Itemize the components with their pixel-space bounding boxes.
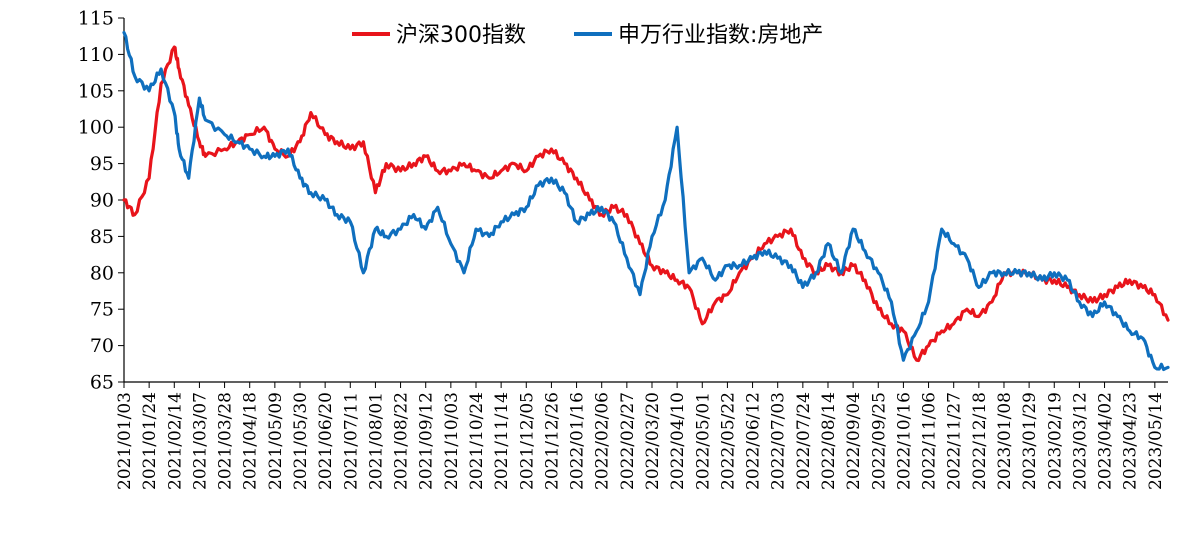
x-tick-label: 2021/07/11 (341, 392, 361, 490)
x-tick-label: 2022/02/06 (593, 392, 613, 490)
series-group (122, 31, 1170, 372)
x-tick-label: 2023/01/29 (1020, 392, 1040, 490)
x-tick-label: 2021/01/24 (140, 392, 160, 490)
x-tick-label: 2023/02/19 (1045, 392, 1065, 490)
x-tick-label: 2021/05/09 (266, 392, 286, 490)
y-tick-label: 105 (78, 80, 114, 102)
y-tick-label: 90 (90, 190, 114, 212)
x-tick-label: 2021/01/03 (115, 392, 135, 490)
x-tick-label: 2021/05/30 (291, 392, 311, 490)
chart-axes (123, 18, 1168, 383)
y-tick-label: 85 (90, 226, 114, 248)
x-tick-label: 2022/07/24 (794, 392, 814, 490)
x-tick-label: 2022/04/10 (668, 392, 688, 490)
x-tick-label: 2021/08/01 (366, 392, 386, 490)
x-tick-group: 2021/01/03 2021/01/24 2021/02/14 2021/03/07… (115, 382, 1166, 490)
legend-label: 申万行业指数:房地产 (618, 23, 823, 48)
series-line-hs300 (122, 45, 1170, 363)
x-tick-label: 2022/05/01 (693, 392, 713, 490)
y-tick-label: 110 (78, 44, 114, 66)
y-tick-label: 65 (90, 372, 114, 394)
x-tick-label: 2022/09/04 (844, 392, 864, 490)
x-tick-label: 2021/09/12 (417, 392, 437, 490)
x-tick-label: 2023/01/08 (995, 392, 1015, 490)
x-tick-label: 2021/03/28 (216, 392, 236, 490)
x-tick-label: 2022/09/25 (869, 392, 889, 490)
legend: 沪深300指数 申万行业指数:房地产 (352, 23, 823, 48)
series-line-real-estate (122, 31, 1170, 372)
x-tick-label: 2022/07/03 (769, 392, 789, 490)
x-tick-label: 2022/11/06 (920, 392, 940, 490)
x-tick-label: 2022/08/14 (819, 392, 839, 490)
legend-label: 沪深300指数 (396, 23, 526, 48)
x-tick-label: 2023/04/23 (1121, 392, 1141, 490)
x-tick-label: 2021/10/24 (467, 392, 487, 490)
x-tick-label: 2021/08/22 (392, 392, 412, 490)
x-tick-label: 2023/05/14 (1146, 392, 1166, 490)
x-tick-label: 2021/12/26 (542, 392, 562, 490)
y-tick-label: 70 (90, 335, 114, 357)
x-tick-label: 2022/12/18 (970, 392, 990, 490)
x-tick-label: 2021/02/14 (165, 392, 185, 490)
x-tick-label: 2022/05/22 (718, 392, 738, 490)
x-tick-label: 2021/06/20 (316, 392, 336, 490)
x-tick-label: 2021/04/18 (241, 392, 261, 490)
y-tick-label: 115 (78, 8, 114, 30)
x-tick-label: 2021/03/07 (190, 392, 210, 490)
x-tick-label: 2022/03/20 (643, 392, 663, 490)
x-tick-label: 2022/02/27 (618, 392, 638, 490)
x-tick-label: 2023/04/02 (1096, 392, 1116, 490)
x-tick-label: 2022/11/27 (945, 392, 965, 490)
x-tick-label: 2021/10/03 (442, 392, 462, 490)
x-tick-label: 2021/11/14 (492, 392, 512, 490)
y-tick-group: 65 70 75 80 85 90 95 100 105 110 115 (78, 8, 124, 394)
x-tick-label: 2021/12/05 (517, 392, 537, 490)
x-tick-label: 2022/01/16 (568, 392, 588, 490)
y-tick-label: 95 (90, 153, 114, 175)
x-tick-label: 2022/06/12 (744, 392, 764, 490)
x-tick-label: 2023/03/12 (1070, 392, 1090, 490)
y-tick-label: 80 (90, 262, 114, 284)
y-tick-label: 75 (90, 299, 114, 321)
x-tick-label: 2022/10/16 (894, 392, 914, 490)
y-tick-label: 100 (78, 117, 114, 139)
